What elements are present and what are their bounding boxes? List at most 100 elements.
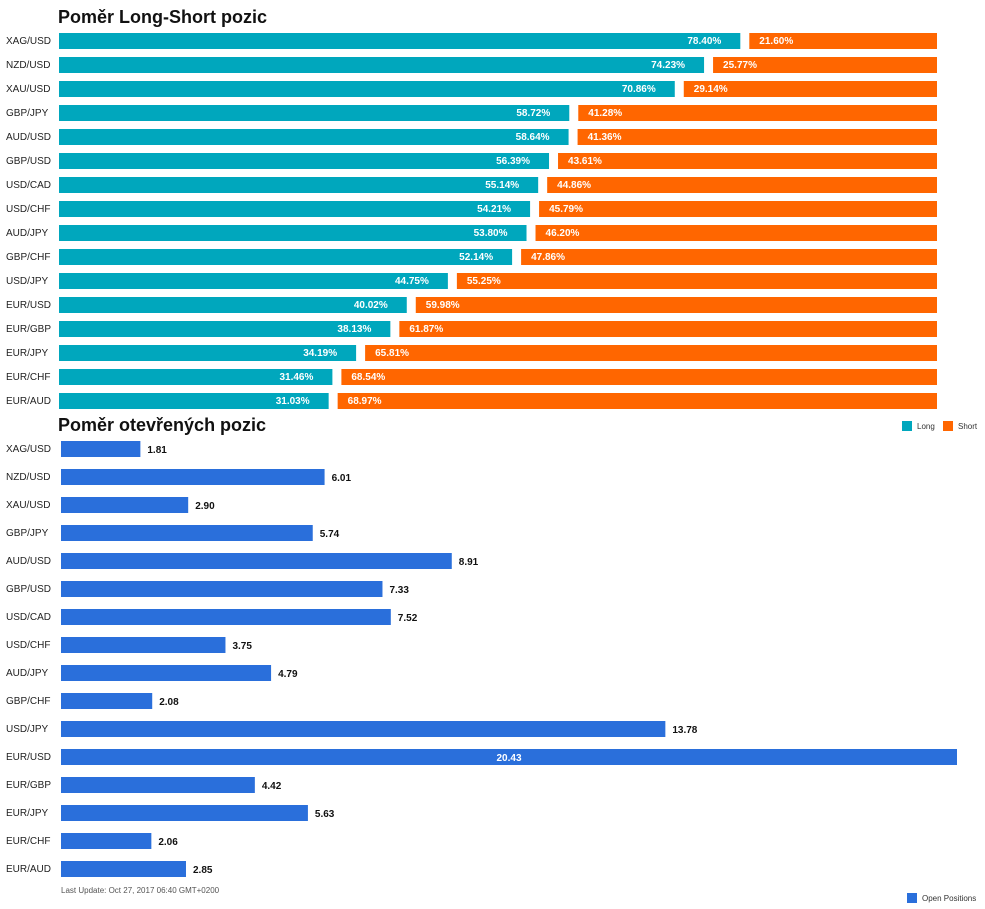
short-bar-xau-usd	[683, 81, 937, 97]
category-label-aud-jpy: AUD/JPY	[6, 228, 49, 239]
open-positions-value-gbp-usd: 7.33	[389, 585, 409, 596]
long-bar-xag-usd	[59, 33, 741, 49]
long-bar-xau-usd	[59, 81, 675, 97]
open-positions-value-nzd-usd: 6.01	[332, 473, 352, 484]
short-bar-eur-aud	[337, 393, 937, 409]
long-bar-usd-chf	[59, 201, 531, 217]
long-value-nzd-usd: 74.23%	[651, 60, 685, 71]
category-label-usd-jpy: USD/JPY	[6, 724, 49, 735]
short-value-gbp-chf: 47.86%	[531, 252, 565, 263]
open-positions-value-xau-usd: 2.90	[195, 501, 215, 512]
category-label-eur-usd: EUR/USD	[6, 752, 51, 763]
open-positions-bar-gbp-chf	[61, 693, 153, 709]
open-positions-value-eur-jpy: 5.63	[315, 809, 335, 820]
category-label-eur-aud: EUR/AUD	[6, 396, 51, 407]
long-short-chart: Poměr Long-Short pozic XAG/USD 78.40% 21.6…	[6, 7, 938, 409]
open-positions-bar-xau-usd	[61, 497, 189, 513]
open-positions-bar-eur-gbp	[61, 777, 255, 793]
long-value-eur-aud: 31.03%	[276, 396, 310, 407]
category-label-eur-chf: EUR/CHF	[6, 372, 50, 383]
category-label-gbp-jpy: GBP/JPY	[6, 108, 49, 119]
long-value-xau-usd: 70.86%	[622, 84, 656, 95]
open-positions-chart: Poměr otevřených pozic Long Short Last U…	[6, 415, 978, 903]
long-value-xag-usd: 78.40%	[687, 36, 721, 47]
short-bar-usd-cad	[547, 177, 937, 193]
category-label-eur-gbp: EUR/GBP	[6, 780, 51, 791]
short-value-usd-cad: 44.86%	[557, 180, 591, 191]
category-label-xag-usd: XAG/USD	[6, 36, 51, 47]
long-value-eur-gbp: 38.13%	[337, 324, 371, 335]
short-value-nzd-usd: 25.77%	[723, 60, 757, 71]
short-value-usd-jpy: 55.25%	[467, 276, 501, 287]
open-positions-bar-eur-aud	[61, 861, 186, 877]
short-bar-eur-jpy	[365, 345, 937, 361]
category-label-eur-gbp: EUR/GBP	[6, 324, 51, 335]
open-positions-value-usd-chf: 3.75	[232, 641, 252, 652]
long-value-eur-jpy: 34.19%	[303, 348, 337, 359]
long-value-eur-chf: 31.46%	[279, 372, 313, 383]
short-value-xau-usd: 29.14%	[694, 84, 728, 95]
long-bar-eur-gbp	[59, 321, 391, 337]
short-bar-gbp-usd	[558, 153, 937, 169]
short-value-aud-jpy: 46.20%	[546, 228, 580, 239]
category-label-gbp-chf: GBP/CHF	[6, 252, 50, 263]
short-bar-eur-chf	[341, 369, 937, 385]
long-bar-eur-aud	[59, 393, 329, 409]
open-positions-bar-eur-chf	[61, 833, 152, 849]
category-label-eur-aud: EUR/AUD	[6, 864, 51, 875]
category-label-usd-chf: USD/CHF	[6, 204, 50, 215]
open-positions-value-eur-chf: 2.06	[158, 837, 178, 848]
open-positions-value-aud-jpy: 4.79	[278, 669, 298, 680]
open-positions-value-eur-gbp: 4.42	[262, 781, 282, 792]
category-label-gbp-jpy: GBP/JPY	[6, 528, 49, 539]
short-value-gbp-usd: 43.61%	[568, 156, 602, 167]
category-label-xau-usd: XAU/USD	[6, 84, 50, 95]
short-bar-eur-usd	[415, 297, 937, 313]
long-bar-usd-cad	[59, 177, 539, 193]
short-bar-aud-usd	[577, 129, 937, 145]
category-label-eur-chf: EUR/CHF	[6, 836, 50, 847]
open-positions-legend: Open Positions	[907, 893, 976, 903]
short-bar-nzd-usd	[713, 57, 937, 73]
long-value-eur-usd: 40.02%	[354, 300, 388, 311]
category-label-xau-usd: XAU/USD	[6, 500, 50, 511]
open-positions-bar-xag-usd	[61, 441, 141, 457]
open-positions-value-xag-usd: 1.81	[147, 445, 167, 456]
open-positions-bar-aud-jpy	[61, 665, 272, 681]
short-value-usd-chf: 45.79%	[549, 204, 583, 215]
long-value-gbp-usd: 56.39%	[496, 156, 530, 167]
open-positions-value-usd-jpy: 13.78	[672, 725, 697, 736]
open-positions-value-eur-aud: 2.85	[193, 865, 213, 876]
open-positions-value-usd-cad: 7.52	[398, 613, 418, 624]
short-bar-gbp-chf	[521, 249, 937, 265]
category-label-aud-usd: AUD/USD	[6, 132, 51, 143]
short-value-eur-usd: 59.98%	[426, 300, 460, 311]
long-bar-usd-jpy	[59, 273, 448, 289]
category-label-nzd-usd: NZD/USD	[6, 60, 50, 71]
long-value-usd-chf: 54.21%	[477, 204, 511, 215]
open-positions-bar-usd-cad	[61, 609, 391, 625]
short-value-eur-jpy: 65.81%	[375, 348, 409, 359]
short-value-xag-usd: 21.60%	[759, 36, 793, 47]
long-bar-aud-jpy	[59, 225, 527, 241]
last-update-text: Last Update: Oct 27, 2017 06:40 GMT+0200	[61, 886, 220, 895]
open-positions-value-gbp-chf: 2.08	[159, 697, 179, 708]
open-positions-bar-usd-chf	[61, 637, 226, 653]
category-label-gbp-usd: GBP/USD	[6, 584, 51, 595]
category-label-usd-jpy: USD/JPY	[6, 276, 49, 287]
category-label-eur-jpy: EUR/JPY	[6, 808, 49, 819]
open-positions-value-aud-usd: 8.91	[459, 557, 479, 568]
category-label-nzd-usd: NZD/USD	[6, 472, 50, 483]
legend-open-positions-swatch	[907, 893, 917, 903]
open-positions-value-gbp-jpy: 5.74	[320, 529, 340, 540]
long-bar-nzd-usd	[59, 57, 705, 73]
short-bar-eur-gbp	[399, 321, 938, 337]
long-value-aud-jpy: 53.80%	[474, 228, 508, 239]
long-bar-eur-chf	[59, 369, 333, 385]
category-label-usd-cad: USD/CAD	[6, 612, 51, 623]
long-value-usd-jpy: 44.75%	[395, 276, 429, 287]
legend-long-swatch	[902, 421, 912, 431]
open-positions-title: Poměr otevřených pozic	[58, 415, 266, 435]
open-positions-bar-usd-jpy	[61, 721, 666, 737]
short-bar-xag-usd	[749, 33, 937, 49]
